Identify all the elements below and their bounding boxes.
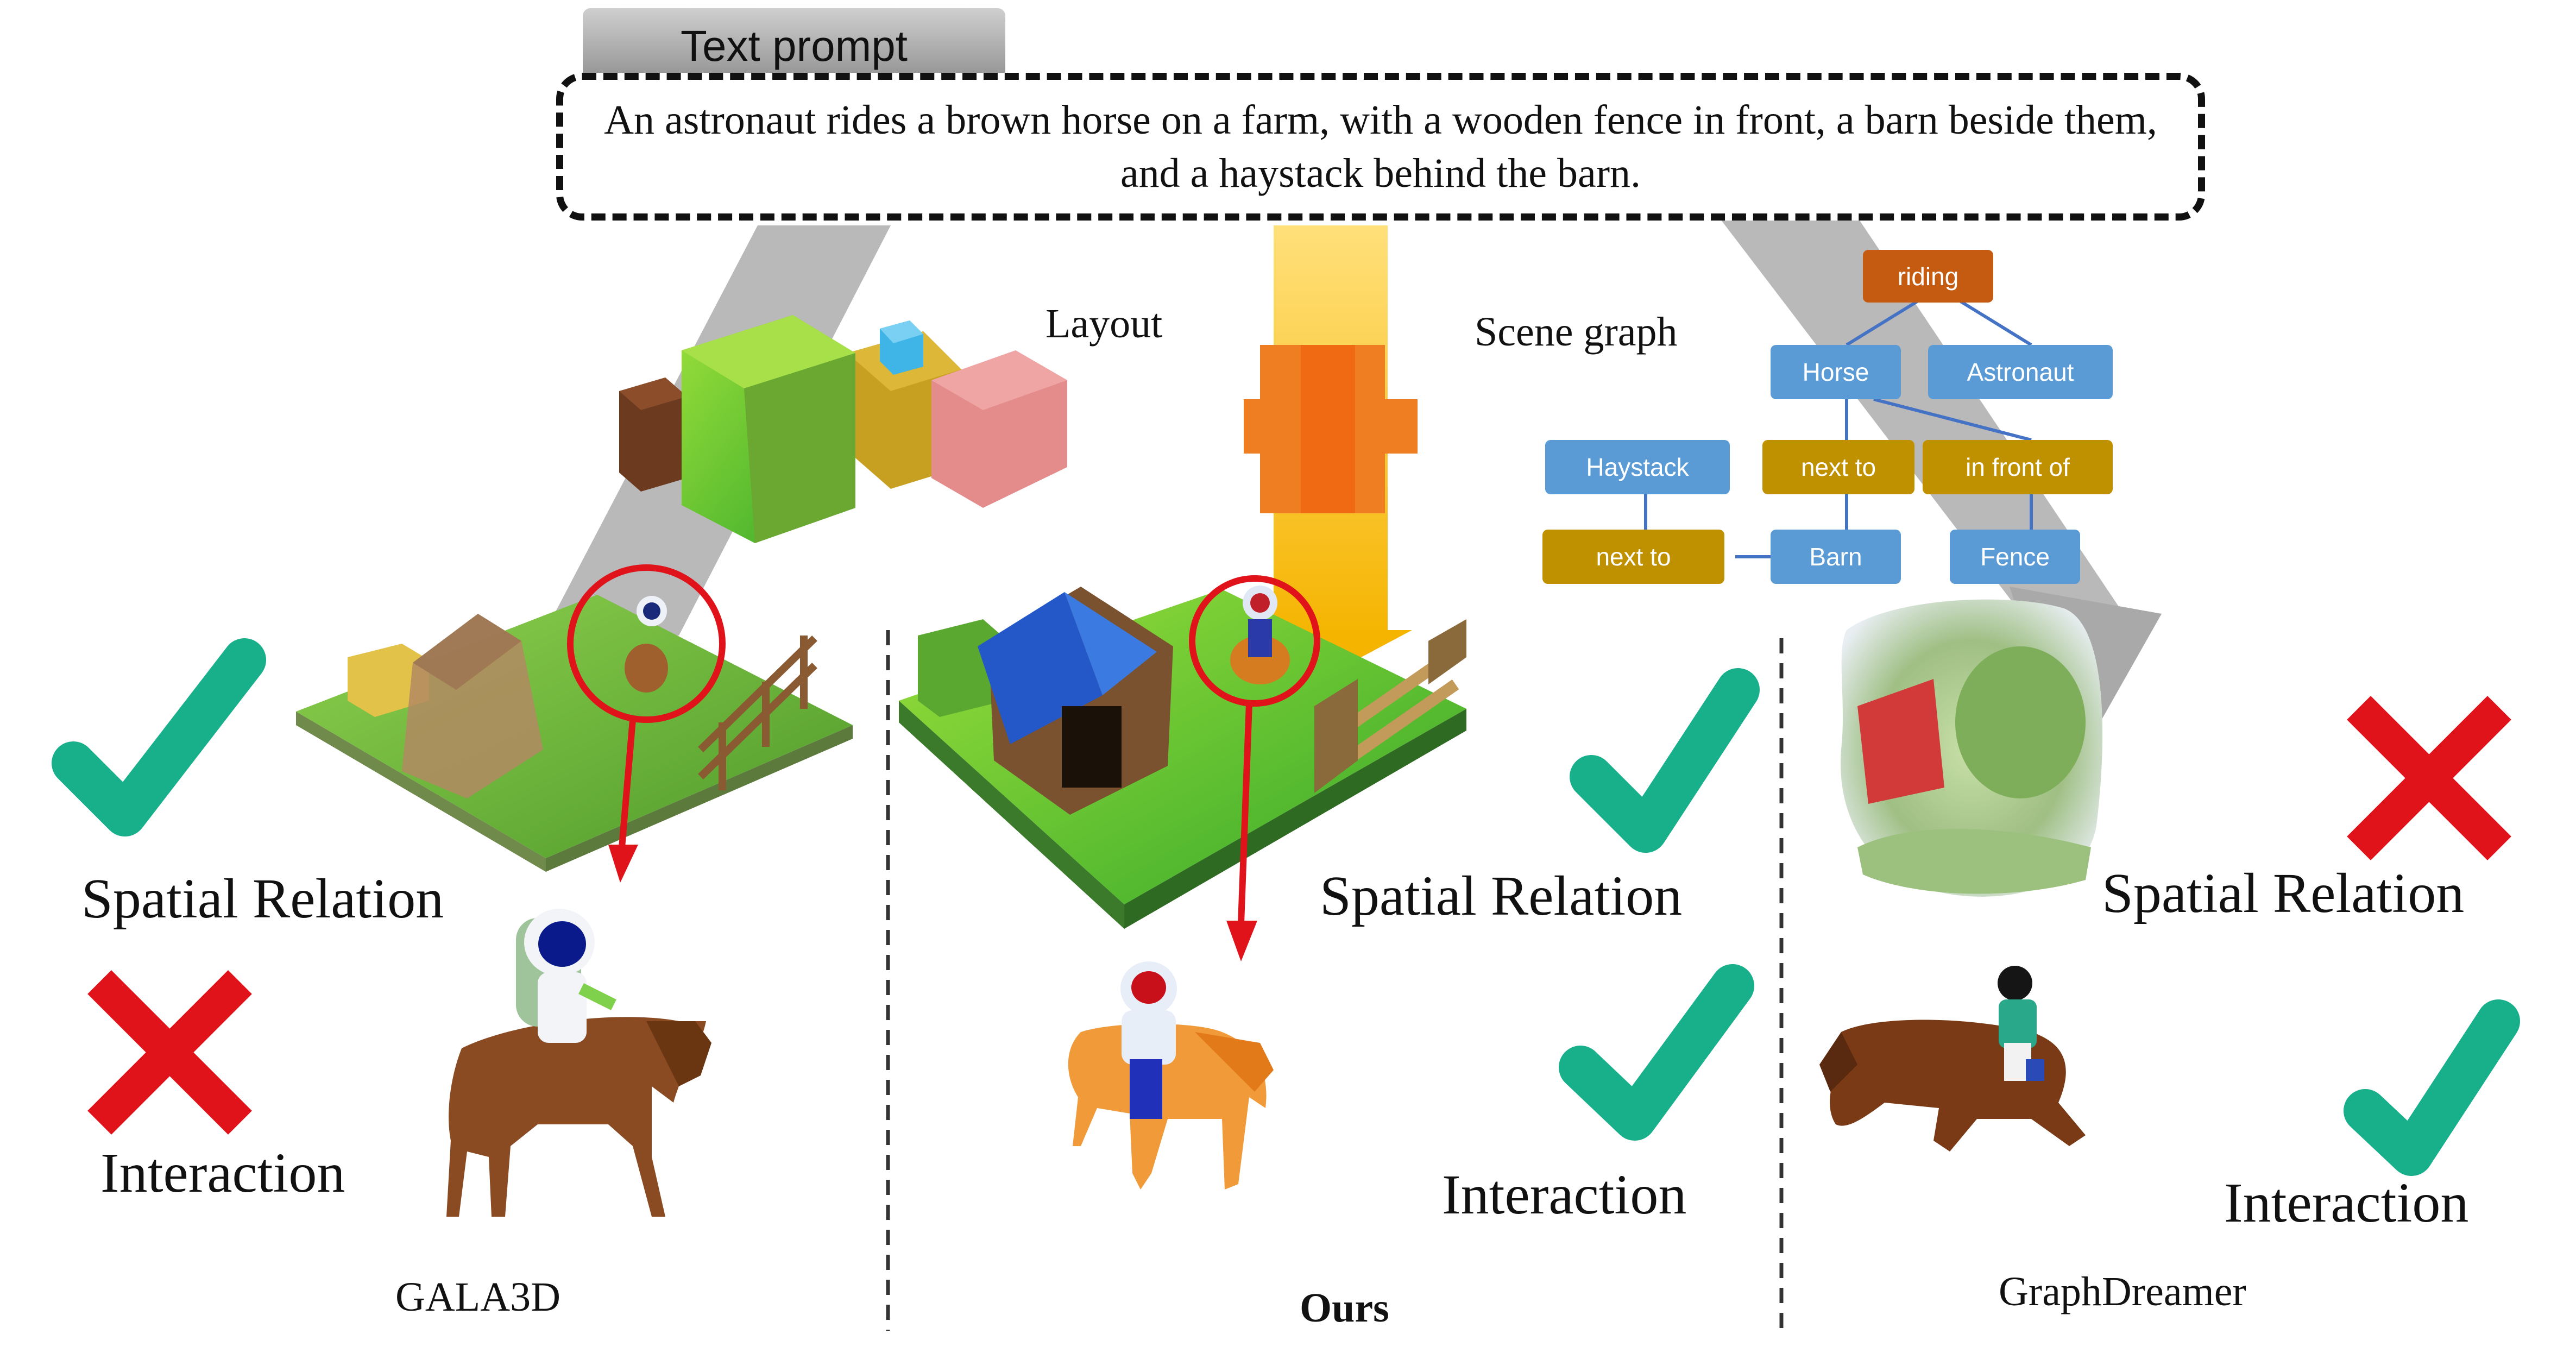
ours-horse-render bbox=[1068, 961, 1274, 1190]
layout-label: Layout bbox=[1045, 301, 1163, 347]
node-barn: Barn bbox=[1771, 530, 1901, 584]
node-next-to-horse: next to bbox=[1762, 440, 1914, 494]
plus-icon bbox=[1244, 345, 1418, 513]
gala3d-interaction-label: Interaction bbox=[100, 1142, 345, 1204]
ours-method-name: Ours bbox=[1300, 1285, 1389, 1331]
gala3d-scene bbox=[296, 595, 853, 872]
graphdreamer-interaction-label: Interaction bbox=[2224, 1172, 2469, 1234]
layout-boxes bbox=[619, 315, 1067, 543]
node-horse: Horse bbox=[1771, 345, 1901, 399]
ours-spatial-check-icon bbox=[1570, 668, 1760, 853]
scene-graph-edges bbox=[1644, 300, 2033, 558]
node-next-to-haystack: next to bbox=[1542, 530, 1724, 584]
gala3d-spatial-check-icon bbox=[52, 638, 266, 836]
scene-graph-label: Scene graph bbox=[1475, 309, 1678, 355]
prompt-tab-label: Text prompt bbox=[583, 8, 1005, 84]
ours-interaction-check-icon bbox=[1559, 964, 1754, 1141]
node-haystack: Haystack bbox=[1545, 440, 1730, 494]
gala3d-interaction-cross-icon bbox=[87, 970, 252, 1135]
ours-interaction-label: Interaction bbox=[1442, 1163, 1687, 1226]
gala3d-horse-render bbox=[446, 909, 711, 1217]
gala3d-method-name: GALA3D bbox=[395, 1274, 560, 1320]
ours-scene bbox=[899, 586, 1466, 929]
graphdreamer-scene bbox=[1840, 599, 2103, 897]
graphdreamer-spatial-cross-icon bbox=[2347, 696, 2511, 860]
graphdreamer-interaction-check-icon bbox=[2344, 999, 2520, 1176]
gala3d-highlight bbox=[567, 564, 726, 883]
gala3d-spatial-label: Spatial Relation bbox=[81, 867, 444, 930]
graphdreamer-spatial-label: Spatial Relation bbox=[2102, 862, 2465, 924]
graphdreamer-method-name: GraphDreamer bbox=[1999, 1269, 2246, 1314]
text-prompt: An astronaut rides a brown horse on a fa… bbox=[604, 97, 2157, 196]
graphdreamer-horse-render bbox=[1819, 966, 2086, 1152]
ours-spatial-label: Spatial Relation bbox=[1320, 865, 1683, 927]
text-prompt-box: An astronaut rides a brown horse on a fa… bbox=[556, 73, 2205, 221]
node-riding: riding bbox=[1863, 250, 1993, 303]
graphdreamer-input-beam bbox=[1719, 217, 2124, 777]
ours-highlight bbox=[1189, 575, 1320, 961]
node-astronaut: Astronaut bbox=[1928, 345, 2113, 399]
node-in-front-of: in front of bbox=[1923, 440, 2113, 494]
node-fence: Fence bbox=[1950, 530, 2080, 584]
